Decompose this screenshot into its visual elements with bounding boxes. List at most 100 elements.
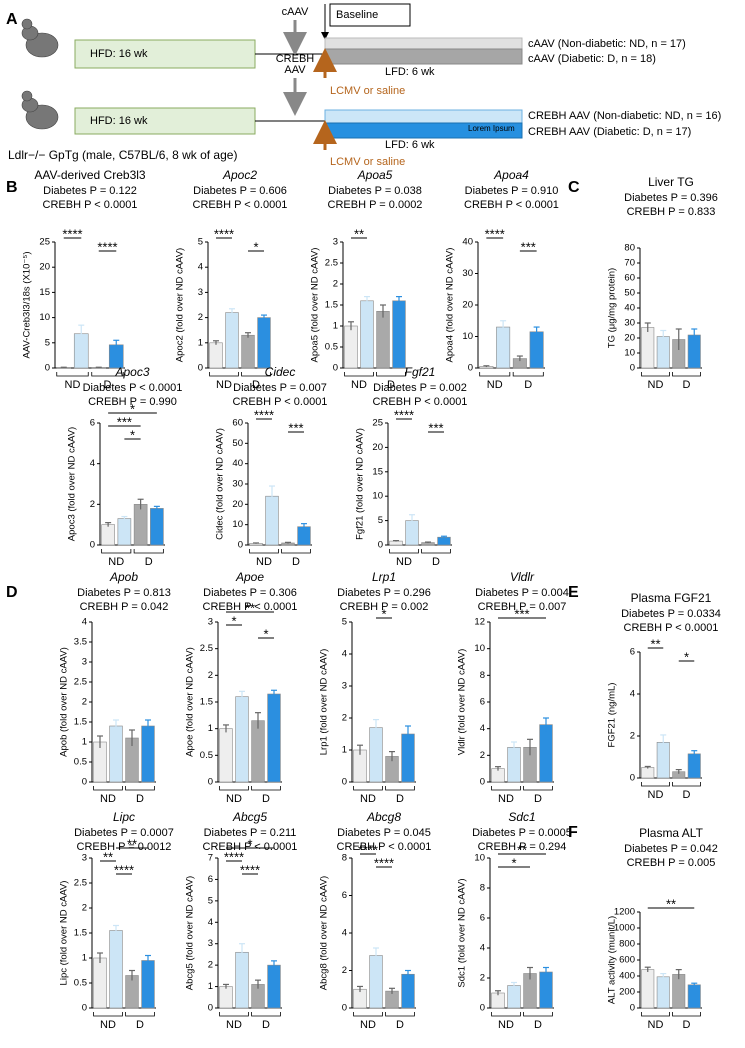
significance-label: ** [650, 636, 660, 651]
group-label: D [432, 556, 440, 568]
stats-text: CREBH P < 0.0001 [337, 841, 432, 853]
chart-title: Liver TG [648, 175, 694, 189]
group-label: D [534, 1019, 542, 1031]
panel-label: B [6, 179, 18, 196]
group-bracket [641, 372, 670, 377]
y-tick-label: 0 [480, 777, 485, 788]
bar [656, 976, 670, 1009]
y-tick-label: 5 [208, 895, 213, 906]
group-bracket [249, 549, 279, 554]
y-tick-label: 15 [372, 466, 383, 477]
y-tick-label: 3 [208, 617, 213, 628]
lfd-label: LFD: 6 wk [385, 66, 435, 78]
group-label: ND [351, 379, 367, 391]
chart-title: Plasma ALT [639, 826, 703, 840]
group-label: ND [648, 1019, 664, 1031]
significance-label: * [684, 649, 689, 664]
bar [539, 971, 553, 1009]
y-axis-label: Lrp1 (fold over ND cAAV) [319, 649, 330, 755]
group-bracket [385, 786, 415, 791]
chart-title: AAV-derived Creb3l3 [34, 168, 145, 182]
bar [267, 693, 281, 783]
chart-title: Apoc3 [114, 365, 149, 379]
y-tick-label: 1000 [614, 923, 635, 934]
y-axis-label: AAV-Creb3l3/18s (X10⁻⁵) [22, 252, 33, 359]
group-label: ND [216, 379, 232, 391]
significance-label: *** [288, 420, 303, 435]
y-tick-label: 0 [238, 540, 243, 551]
y-tick-label: 2 [90, 499, 95, 510]
bar [641, 327, 655, 369]
group-bracket [385, 1012, 415, 1017]
y-tick-label: 0 [630, 363, 635, 374]
group-bracket [672, 782, 701, 787]
y-tick-label: 2.5 [74, 878, 87, 889]
group-bracket [281, 549, 311, 554]
y-tick-label: 70 [624, 258, 635, 269]
y-tick-label: 0.5 [325, 342, 338, 353]
bar [251, 720, 265, 783]
lfd-label: LFD: 6 wk [385, 139, 435, 151]
y-tick-label: 1 [208, 981, 213, 992]
y-tick-label: 1.5 [74, 928, 87, 939]
bar [101, 524, 115, 546]
stats-text: CREBH P = 0.833 [627, 206, 716, 218]
bar [344, 325, 358, 369]
bar [109, 930, 123, 1009]
bar [687, 753, 701, 779]
y-tick-label: 0 [90, 540, 95, 551]
y-tick-label: 2 [82, 903, 87, 914]
panel-label: F [568, 824, 578, 841]
significance-label: ** [517, 842, 527, 857]
stats-text: CREBH P = 0.005 [627, 857, 716, 869]
group-label: ND [360, 793, 376, 805]
y-axis-label: TG (μg/mg protein) [607, 268, 618, 348]
group-bracket [672, 1012, 701, 1017]
group-label: D [145, 556, 153, 568]
y-tick-label: 3 [342, 681, 347, 692]
y-tick-label: 2 [208, 960, 213, 971]
d-bar [324, 48, 523, 65]
y-axis-label: Apoc3 (fold over ND cAAV) [67, 427, 78, 541]
stats-text: CREBH P < 0.0001 [464, 199, 559, 211]
group-bracket [219, 786, 249, 791]
y-axis-label: FGF21 (ng/mL) [607, 683, 618, 748]
group-bracket [479, 372, 511, 377]
mouse-icon [21, 18, 59, 130]
significance-label: *** [428, 420, 443, 435]
y-tick-label: 0 [208, 1003, 213, 1014]
significance-label: * [130, 401, 135, 416]
chart-title: Abcg8 [366, 810, 401, 824]
group-bracket [376, 372, 406, 377]
group-bracket [133, 549, 164, 554]
group-label: ND [226, 1019, 242, 1031]
group-bracket [672, 372, 701, 377]
y-tick-label: 1 [82, 737, 87, 748]
group-label: ND [396, 556, 412, 568]
y-tick-label: 30 [232, 479, 243, 490]
significance-label: **** [374, 855, 394, 870]
bar [360, 300, 374, 369]
crebh-label: CREBH [276, 53, 315, 65]
y-tick-label: 200 [619, 987, 635, 998]
significance-label: ** [127, 836, 137, 851]
chart-title: Apoe [235, 570, 264, 584]
y-tick-label: 1 [342, 745, 347, 756]
y-tick-label: 2 [480, 973, 485, 984]
y-tick-label: 20 [624, 333, 635, 344]
group-bracket [93, 786, 123, 791]
chart-title: Apoc2 [222, 168, 257, 182]
stats-text: CREBH P < 0.0001 [203, 841, 298, 853]
significance-label: **** [114, 862, 134, 877]
bar [235, 696, 249, 783]
stats-text: CREBH P = 0.990 [88, 396, 177, 408]
y-tick-label: 0 [480, 1003, 485, 1014]
y-tick-label: 0 [468, 363, 473, 374]
significance-label: *** [117, 414, 132, 429]
crebh-label: AAV [284, 64, 306, 76]
group-bracket [209, 372, 239, 377]
stats-text: Diabetes P = 0.813 [77, 587, 171, 599]
y-tick-label: 10 [39, 312, 50, 323]
bar [369, 955, 383, 1009]
significance-label: * [247, 836, 252, 851]
